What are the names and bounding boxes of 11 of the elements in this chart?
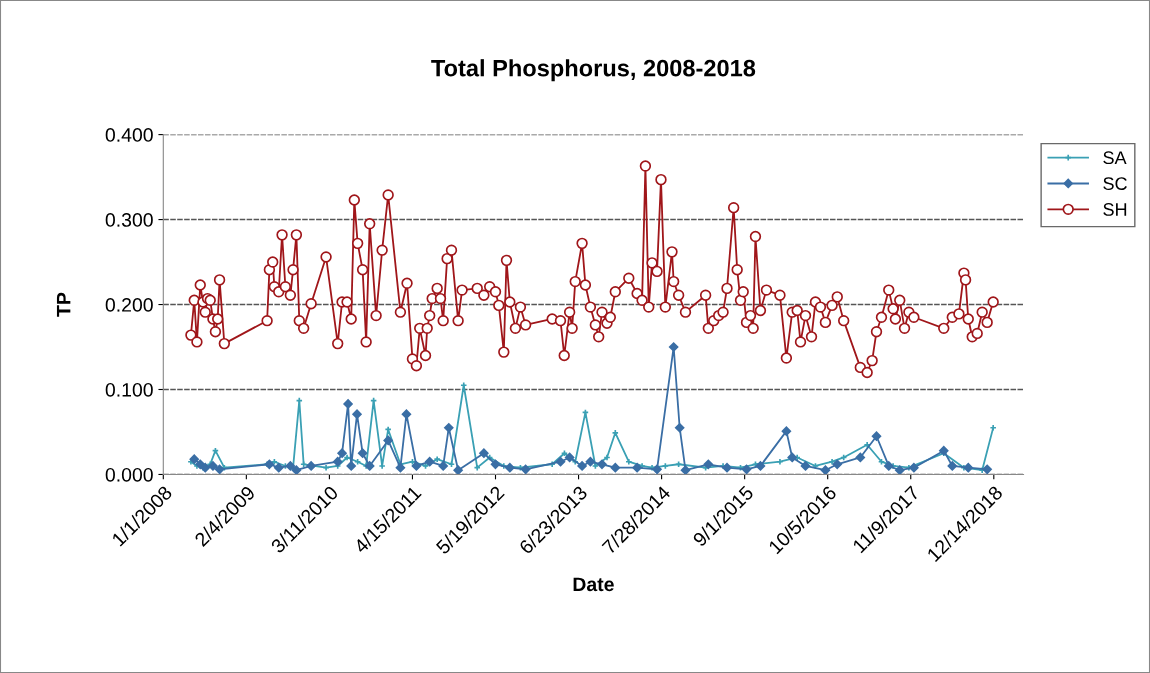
legend-label: SA (1103, 151, 1127, 165)
y-tick-label: 0.400 (105, 128, 153, 142)
chart-title: Total Phosphorus, 2008-2018 (431, 59, 756, 82)
legend-label: SC (1103, 177, 1127, 190)
y-axis-title: TP (56, 292, 71, 317)
legend-label: SH (1103, 203, 1127, 216)
x-axis-title: Date (573, 577, 614, 592)
y-tick-label: 0.100 (105, 382, 153, 397)
y-tick-label: 0.300 (105, 213, 153, 227)
y-tick-label: 0.200 (105, 298, 153, 312)
y-tick-label: 0.000 (105, 467, 153, 482)
